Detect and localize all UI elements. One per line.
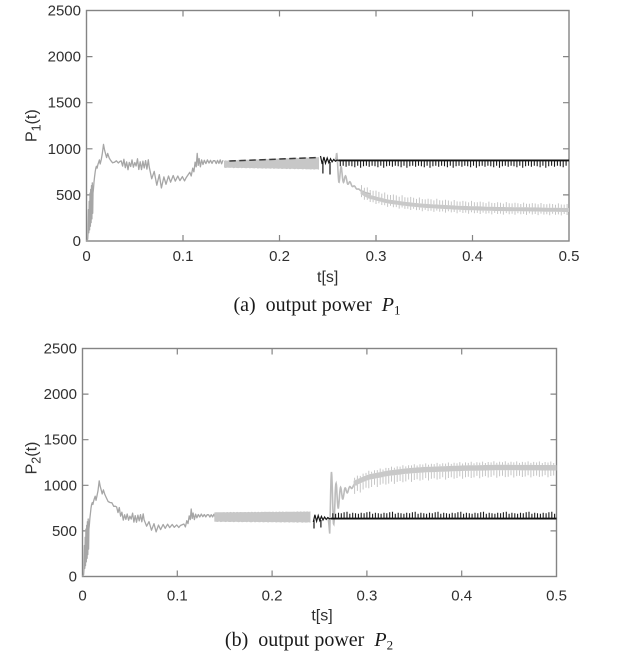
- svg-text:t[s]: t[s]: [311, 608, 332, 625]
- svg-text:0.4: 0.4: [462, 248, 483, 265]
- svg-text:(b) output power P2: (b) output power P2: [225, 629, 393, 653]
- svg-text:0.2: 0.2: [262, 588, 283, 605]
- svg-text:500: 500: [56, 187, 81, 204]
- svg-text:t[s]: t[s]: [317, 269, 338, 286]
- svg-text:P1(t): P1(t): [24, 109, 44, 142]
- svg-text:0.5: 0.5: [546, 588, 567, 605]
- svg-text:500: 500: [52, 523, 77, 540]
- svg-text:1000: 1000: [48, 141, 81, 158]
- svg-text:(a) output power P1: (a) output power P1: [233, 294, 400, 318]
- svg-text:0.1: 0.1: [173, 248, 194, 265]
- svg-text:2000: 2000: [48, 49, 81, 66]
- svg-text:P2(t): P2(t): [24, 442, 44, 475]
- svg-text:2500: 2500: [44, 341, 77, 358]
- svg-text:2000: 2000: [44, 386, 77, 403]
- svg-text:0: 0: [82, 248, 90, 265]
- svg-text:0.1: 0.1: [167, 588, 188, 605]
- svg-text:0: 0: [78, 588, 86, 605]
- svg-text:2500: 2500: [48, 3, 81, 20]
- svg-text:1000: 1000: [44, 477, 77, 494]
- svg-text:0.3: 0.3: [356, 588, 377, 605]
- svg-text:0.4: 0.4: [451, 588, 472, 605]
- svg-text:0.3: 0.3: [366, 248, 387, 265]
- svg-text:0.5: 0.5: [559, 248, 580, 265]
- svg-text:0.2: 0.2: [269, 248, 290, 265]
- svg-text:0: 0: [73, 233, 81, 250]
- svg-text:0: 0: [69, 569, 77, 586]
- svg-text:1500: 1500: [44, 432, 77, 449]
- svg-text:1500: 1500: [48, 95, 81, 112]
